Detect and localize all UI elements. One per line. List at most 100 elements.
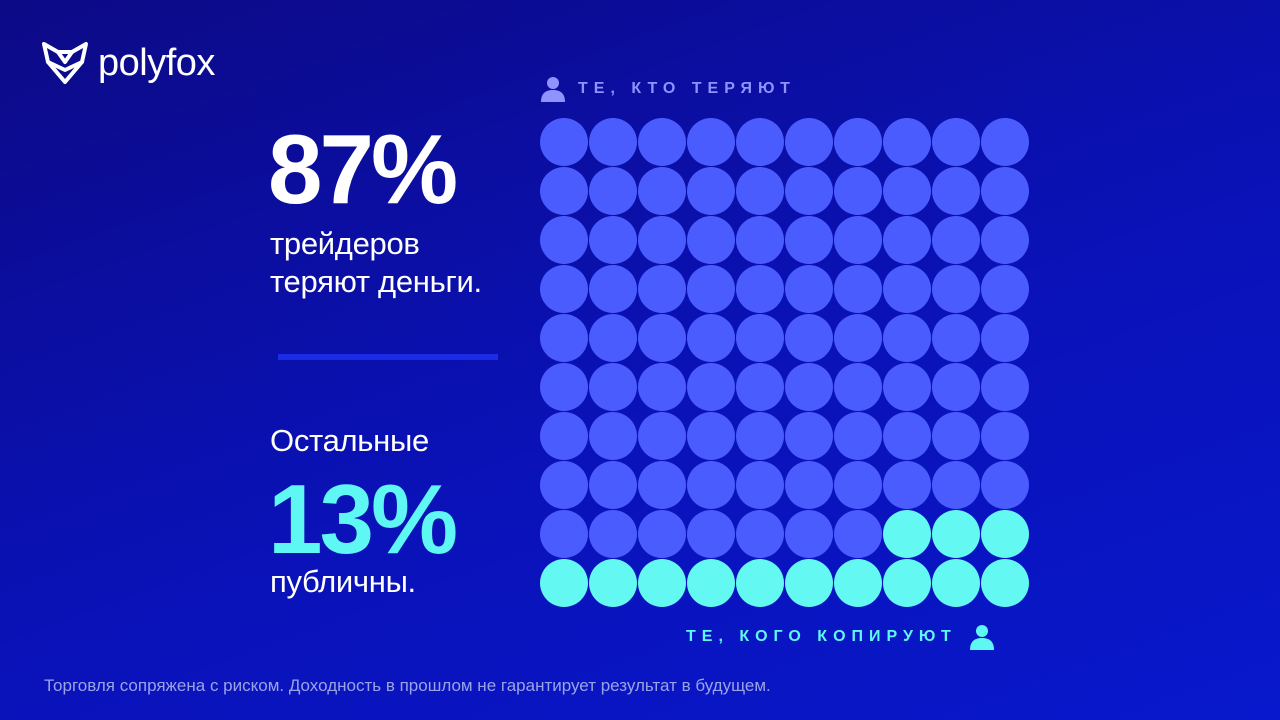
losing-trader-dot <box>540 216 588 264</box>
losing-trader-dot <box>981 118 1029 166</box>
brand-logo: polyfox <box>40 40 215 86</box>
losing-trader-dot <box>687 461 735 509</box>
losing-trader-dot <box>540 510 588 558</box>
losing-trader-dot <box>736 265 784 313</box>
losing-trader-dot <box>540 167 588 215</box>
losing-trader-dot <box>883 167 931 215</box>
public-trader-dot <box>589 559 637 607</box>
losing-caption: трейдеров теряют деньги. <box>270 225 570 301</box>
losing-trader-dot <box>883 363 931 411</box>
losing-trader-dot <box>687 510 735 558</box>
rest-label: Остальные <box>270 423 429 458</box>
losing-trader-dot <box>540 363 588 411</box>
losing-trader-dot <box>589 461 637 509</box>
losing-trader-dot <box>638 510 686 558</box>
losing-trader-dot <box>589 510 637 558</box>
losing-trader-dot <box>736 412 784 460</box>
losing-trader-dot <box>540 314 588 362</box>
losing-caption-line2: теряют деньги. <box>270 264 482 299</box>
losing-trader-dot <box>736 363 784 411</box>
losing-trader-dot <box>981 363 1029 411</box>
losing-trader-dot <box>589 216 637 264</box>
losing-trader-dot <box>785 167 833 215</box>
losing-trader-dot <box>932 314 980 362</box>
losing-trader-dot <box>883 118 931 166</box>
losing-trader-dot <box>834 461 882 509</box>
public-caption: публичны. <box>270 564 416 599</box>
losing-trader-dot <box>932 412 980 460</box>
public-trader-dot <box>785 559 833 607</box>
losing-trader-dot <box>932 118 980 166</box>
losing-trader-dot <box>883 461 931 509</box>
losing-trader-dot <box>687 167 735 215</box>
losing-trader-dot <box>834 314 882 362</box>
losing-trader-dot <box>638 412 686 460</box>
losing-trader-dot <box>589 265 637 313</box>
losing-trader-dot <box>540 461 588 509</box>
losing-trader-dot <box>932 461 980 509</box>
losing-trader-dot <box>981 265 1029 313</box>
public-trader-dot <box>932 559 980 607</box>
losing-trader-dot <box>981 314 1029 362</box>
losing-trader-dot <box>638 314 686 362</box>
losing-legend-label: ТЕ, КТО ТЕРЯЮТ <box>578 80 796 97</box>
losing-trader-dot <box>834 363 882 411</box>
losing-trader-dot <box>687 314 735 362</box>
losing-trader-dot <box>687 216 735 264</box>
losing-trader-dot <box>834 167 882 215</box>
person-icon <box>969 625 994 650</box>
losing-trader-dot <box>638 265 686 313</box>
losing-trader-dot <box>589 412 637 460</box>
brand-name: polyfox <box>98 42 215 84</box>
losing-caption-line1: трейдеров <box>270 226 420 261</box>
risk-disclaimer: Торговля сопряжена с риском. Доходность … <box>44 676 771 695</box>
losing-trader-dot <box>687 118 735 166</box>
losing-trader-dot <box>687 363 735 411</box>
losing-trader-dot <box>638 167 686 215</box>
losing-trader-dot <box>785 265 833 313</box>
losing-trader-dot <box>932 265 980 313</box>
losing-trader-dot <box>834 265 882 313</box>
public-trader-dot <box>638 559 686 607</box>
section-divider <box>278 354 498 360</box>
losing-trader-dot <box>785 118 833 166</box>
person-icon <box>541 77 565 102</box>
losing-trader-dot <box>736 461 784 509</box>
losing-trader-dot <box>834 118 882 166</box>
losing-trader-dot <box>736 118 784 166</box>
losing-trader-dot <box>785 314 833 362</box>
losing-trader-dot <box>981 412 1029 460</box>
public-trader-dot <box>883 510 931 558</box>
losing-trader-dot <box>883 216 931 264</box>
losing-trader-dot <box>736 314 784 362</box>
public-trader-dot <box>981 559 1029 607</box>
losing-trader-dot <box>589 363 637 411</box>
losing-trader-dot <box>687 412 735 460</box>
losing-trader-dot <box>883 412 931 460</box>
public-trader-dot <box>834 559 882 607</box>
losing-trader-dot <box>834 510 882 558</box>
losing-trader-dot <box>589 314 637 362</box>
public-legend-label: ТЕ, КОГО КОПИРУЮТ <box>686 628 957 645</box>
losing-trader-dot <box>883 265 931 313</box>
losing-trader-dot <box>932 216 980 264</box>
losing-trader-dot <box>540 412 588 460</box>
losing-trader-dot <box>736 510 784 558</box>
public-trader-dot <box>736 559 784 607</box>
public-trader-dot <box>687 559 735 607</box>
losing-trader-dot <box>638 216 686 264</box>
losing-trader-dot <box>981 167 1029 215</box>
public-legend: ТЕ, КОГО КОПИРУЮТ <box>686 624 995 650</box>
losing-trader-dot <box>834 412 882 460</box>
losing-trader-dot <box>638 363 686 411</box>
losing-trader-dot <box>638 461 686 509</box>
public-trader-dot <box>883 559 931 607</box>
losing-trader-dot <box>638 118 686 166</box>
losing-trader-dot <box>785 510 833 558</box>
losing-trader-dot <box>736 216 784 264</box>
losing-trader-dot <box>589 118 637 166</box>
losing-trader-dot <box>540 265 588 313</box>
public-trader-dot <box>540 559 588 607</box>
public-trader-dot <box>932 510 980 558</box>
losing-trader-dot <box>736 167 784 215</box>
